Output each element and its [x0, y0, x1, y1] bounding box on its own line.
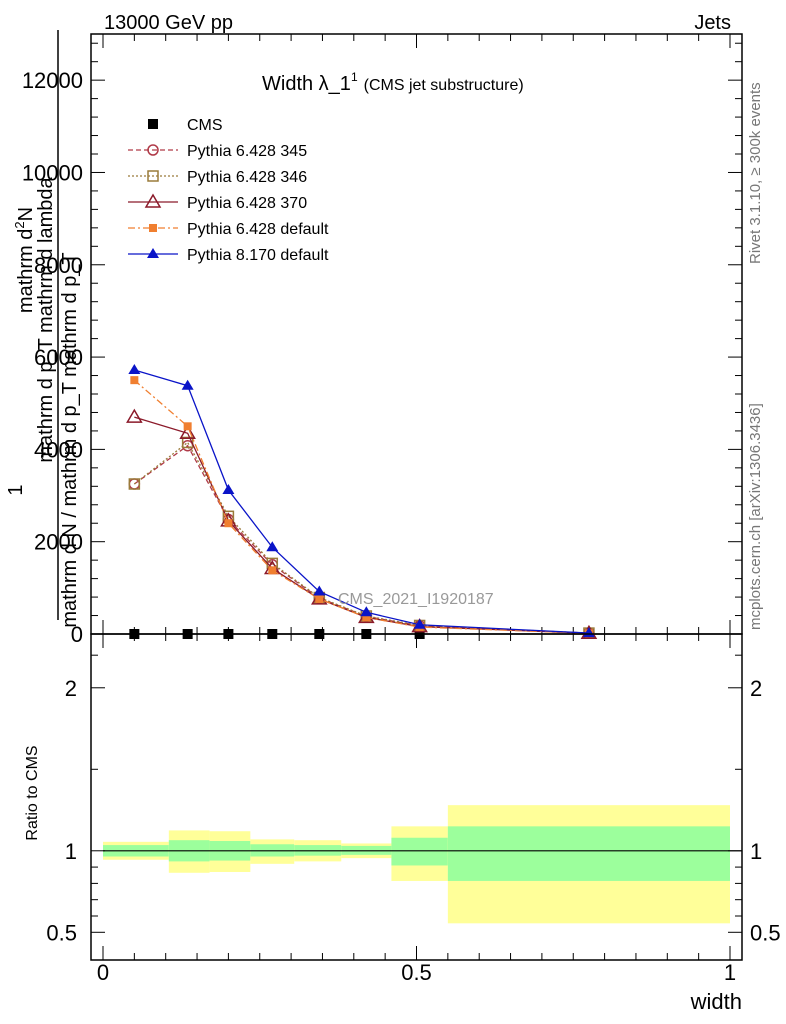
legend-entry: CMS [148, 117, 223, 134]
main-ytick-label: 4000 [34, 437, 83, 462]
ratio-xtick-label: 1 [724, 960, 736, 985]
series-1 [128, 439, 595, 639]
ratio-axes: 0.5 0.5 1 1 2 2 0 0.5 1 [46, 634, 781, 985]
legend-marker [147, 144, 159, 156]
legend-label: Pythia 6.428 346 [187, 169, 307, 186]
rivet-version: Rivet 3.1.10, ≥ 300k events [747, 82, 764, 264]
watermark: CMS_2021_I1920187 [338, 591, 494, 608]
ylabel-one: 1 [5, 484, 27, 495]
legend-label: Pythia 6.428 default [187, 221, 329, 238]
ratio-bands [103, 805, 742, 924]
ratio-ytick-label: 2 [65, 676, 77, 701]
data-point [268, 566, 277, 575]
data-point [126, 408, 143, 423]
legend-marker [147, 170, 159, 182]
series-line [134, 369, 589, 634]
data-point [224, 519, 233, 528]
series-line [133, 379, 589, 634]
legend-label: Pythia 6.428 345 [187, 143, 307, 160]
ratio-ytick-label-right: 2 [750, 676, 762, 701]
legend-entry: Pythia 6.428 346 [128, 169, 307, 186]
data-point [315, 594, 324, 603]
main-ytick-label: 2000 [34, 530, 83, 555]
legend-label: CMS [187, 117, 223, 134]
ylabel-num-sup: 2 [12, 221, 27, 228]
data-point [362, 613, 371, 622]
main-ytick-label: 0 [71, 622, 83, 647]
main-ytick-label: 10000 [22, 160, 83, 185]
ratio-band-stat [447, 826, 730, 881]
legend: CMS Pythia 6.428 345 Pythia 6.428 346 Pythi… [128, 117, 329, 264]
ratio-y-label: Ratio to CMS [24, 745, 41, 840]
ratio-ytick-label: 1 [65, 839, 77, 864]
legend-entry: Pythia 6.428 370 [128, 193, 307, 212]
data-point [128, 364, 141, 374]
data-point [130, 376, 139, 385]
legend-marker [149, 224, 157, 232]
ratio-ytick-label-right: 1 [750, 839, 762, 864]
legend-entry: Pythia 8.170 default [128, 247, 329, 264]
data-point [181, 379, 194, 390]
data-point [413, 618, 426, 629]
y-axis-label: mathrm d2N mathrm d p_T mathrm d lambda … [5, 30, 81, 628]
ylabel-num-b: N [15, 207, 37, 221]
ylabel-num-a: mathrm d [15, 229, 37, 313]
data-point [128, 478, 141, 490]
ratio-band-stat [391, 837, 448, 866]
ratio-xtick-label: 0.5 [401, 960, 432, 985]
chart-title: Width λ_11 (CMS jet substructure) [262, 70, 524, 95]
main-ytick-label: 8000 [34, 253, 83, 278]
data-point [179, 424, 196, 439]
main-ytick-label: 6000 [34, 345, 83, 370]
data-point [313, 585, 326, 596]
mcplots-credit: mcplots.cern.ch [arXiv:1306.3436] [747, 403, 764, 630]
svg-text:mathrm d2N: mathrm d2N [12, 207, 37, 313]
ylabel-num-line2: mathrm d p_T mathrm d lambda [35, 176, 57, 462]
header-left: 13000 GeV pp [104, 12, 233, 34]
main-axes: 0 2000 4000 6000 8000 10000 12000 [22, 34, 742, 647]
legend-marker [144, 193, 162, 208]
x-axis-label: width [690, 989, 742, 1014]
data-point [222, 484, 235, 494]
data-point [183, 422, 192, 431]
legend-entry: Pythia 6.428 345 [128, 143, 307, 160]
series-line [133, 444, 589, 634]
ratio-ytick-label-right: 0.5 [750, 920, 781, 945]
header-right: Jets [694, 12, 731, 34]
legend-marker [148, 119, 158, 129]
legend-label: Pythia 8.170 default [187, 247, 329, 264]
legend-label: Pythia 6.428 370 [187, 195, 307, 212]
ylabel-denominator: mathrm d N / mathrm d p_T mathrm d p_T [59, 252, 81, 627]
main-ytick-label: 12000 [22, 68, 83, 93]
series-line [133, 441, 589, 634]
data-point [266, 541, 279, 552]
legend-marker [147, 248, 159, 258]
ratio-xtick-label: 0 [97, 960, 109, 985]
legend-entry: Pythia 6.428 default [128, 221, 329, 238]
ratio-ytick-label: 0.5 [46, 920, 77, 945]
data-point [360, 606, 373, 617]
